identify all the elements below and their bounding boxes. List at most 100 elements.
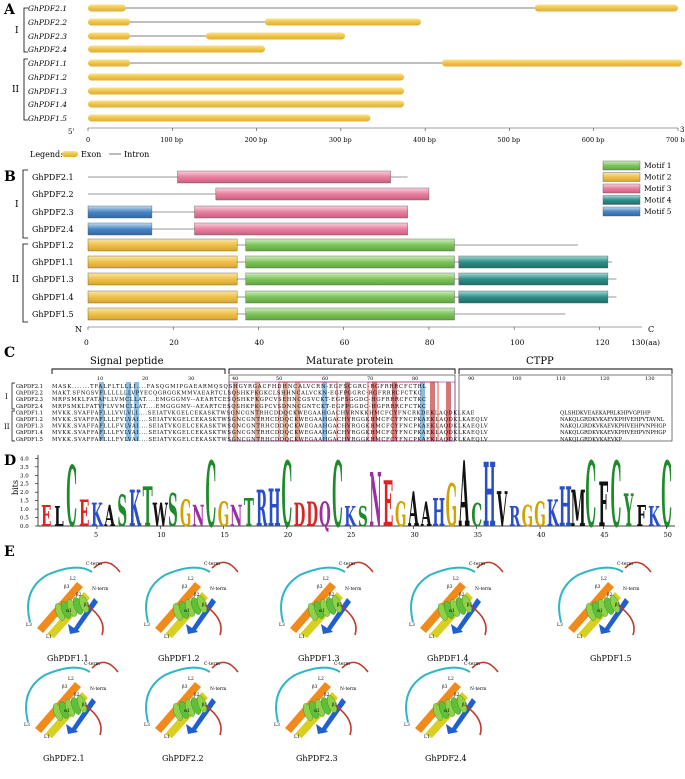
l2-label: L2	[448, 676, 454, 682]
cterm-coil	[91, 661, 119, 673]
axis-end-aa: 130(aa)	[631, 338, 660, 347]
axis-c-label: C	[648, 325, 654, 334]
beta2-label: β2	[74, 692, 80, 698]
gene-label: GhPDF1.5	[28, 114, 67, 123]
l2-label: L2	[70, 576, 76, 582]
logo-letter: C	[585, 442, 596, 548]
alpha1-label: α1	[184, 708, 190, 714]
pos-tick-30: 30	[188, 376, 194, 382]
logo-letter: C	[611, 442, 622, 548]
protein-label: GhPDF2.4	[32, 225, 74, 234]
alignment-row-seq: MVKK.SVAFFAFLLLFVLVAI....SEIATVKGELCEKAS…	[52, 437, 488, 443]
alignment-row-tail: NAKQLGRDKVKAEVKPHVEHPVNPHGP	[560, 430, 667, 436]
structure-caption: GhPDF2.1	[43, 754, 85, 763]
legend-exon-swatch	[62, 151, 78, 157]
panel-b: B I II GhPDF2.1GhPDF2.2GhPDF2.3GhPDF2.4G…	[4, 160, 672, 347]
nterm-coil	[87, 605, 104, 636]
legend-title: Legend:	[30, 150, 63, 159]
panel-a-ticks: 0 100 bp 200 bp 300 bp 400 bp 500 bp 600 bp 700…	[86, 128, 685, 144]
alpha-helix-turn	[331, 595, 343, 613]
logo-letter: C	[281, 442, 292, 548]
nterm-label: N-term	[475, 586, 492, 592]
alignment-row-name: GhPDF2.3	[16, 397, 43, 403]
exon-block	[534, 4, 678, 12]
sequence-logo: 0.00.51.01.52.02.53.03.54.0E L C E K A S K T W S G N…	[20, 442, 672, 548]
nterm-label: N-term	[210, 686, 227, 692]
pos-tick-90: 90	[468, 376, 474, 382]
legend-swatch	[602, 183, 641, 194]
nterm-coil	[205, 705, 222, 736]
beta3-label: β3	[595, 584, 601, 590]
panel-c-label: C	[4, 345, 15, 361]
alpha-helix-turn	[196, 695, 208, 713]
alpha1-label: α1	[449, 608, 455, 614]
motif-block	[87, 238, 238, 252]
exon-block	[206, 32, 346, 40]
exon-block	[88, 73, 405, 81]
gene-label: GhPDF2.2	[28, 18, 67, 27]
structure-caption: GhPDF1.3	[298, 654, 340, 663]
logo-letter: C	[471, 496, 482, 534]
tick-label: 0	[84, 338, 89, 347]
panel-b-group-bracket	[22, 169, 28, 323]
logo-letter: C	[66, 449, 77, 547]
tick-label: 200 bp	[245, 136, 268, 144]
pos-tick-80: 80	[412, 376, 418, 382]
logo-letter: R	[509, 502, 520, 534]
alignment-row-name: GhPDF1.1	[16, 410, 43, 416]
alpha1-label: α1	[184, 608, 190, 614]
beta3-label: β3	[62, 684, 68, 690]
cterm-label: C-term	[334, 661, 351, 667]
panel-d-label: D	[4, 453, 16, 469]
l1-label: L1	[299, 634, 305, 640]
alignment-row-tail: NAKQLGRDKVKAEVKP	[560, 437, 623, 443]
panel-a-group1: I	[15, 26, 19, 36]
pos-tick-130: 130	[645, 376, 655, 382]
nterm-label: N-term	[345, 586, 362, 592]
l3-label: L3	[26, 622, 32, 628]
beta3-label: β3	[182, 684, 188, 690]
alpha1-label: α1	[319, 608, 325, 614]
logo-letter: L	[54, 502, 63, 534]
logo-ytick-label: 2.5	[20, 482, 29, 488]
tick-label: 300 bp	[329, 136, 352, 144]
section-ctpp: CTPP	[526, 356, 554, 367]
l1-label: L1	[46, 634, 52, 640]
beta1-label: β1	[84, 602, 90, 608]
logo-letter: D	[294, 496, 306, 534]
legend-swatch	[602, 160, 641, 171]
logo-letter: T	[143, 477, 153, 540]
motif-block	[87, 205, 153, 219]
l1-label: L1	[44, 734, 50, 740]
alignment-motif-frames	[228, 381, 456, 442]
l2-label: L2	[453, 576, 459, 582]
logo-letter: G	[534, 496, 546, 535]
structure-caption: GhPDF2.4	[425, 754, 467, 763]
logo-letter: A	[420, 496, 432, 535]
pos-tick-40: 40	[232, 376, 238, 382]
pos-tick-50: 50	[276, 376, 282, 382]
motif-legend: Motif 1 Motif 2 Motif 3 Motif 4 Motif 5	[602, 160, 672, 217]
legend-swatch	[602, 195, 641, 205]
panel-d: D bits 0.00.51.01.52.02.53.03.54.0E L C E K A…	[4, 442, 675, 548]
nterm-label: N-term	[340, 686, 357, 692]
structure-caption: GhPDF1.1	[47, 654, 89, 663]
logo-letter: G	[218, 496, 230, 535]
legend-label: Motif 3	[644, 184, 672, 193]
logo-ytick-label: 1.0	[20, 507, 29, 513]
motif-block	[194, 222, 408, 236]
structure-caption: GhPDF2.2	[162, 754, 204, 763]
alignment-row-seq: MVKK.SVAFFAFLLLFVLVAI....SEIATVKGELCEKAS…	[52, 424, 488, 430]
beta1-label: β1	[337, 602, 343, 608]
beta1-label: β1	[615, 602, 621, 608]
tick-label: 600 bp	[582, 136, 605, 144]
legend-label: Motif 1	[644, 161, 672, 170]
legend-swatch	[602, 206, 641, 217]
loop-coil	[405, 666, 471, 723]
tick-label: 700 bp	[666, 136, 685, 144]
